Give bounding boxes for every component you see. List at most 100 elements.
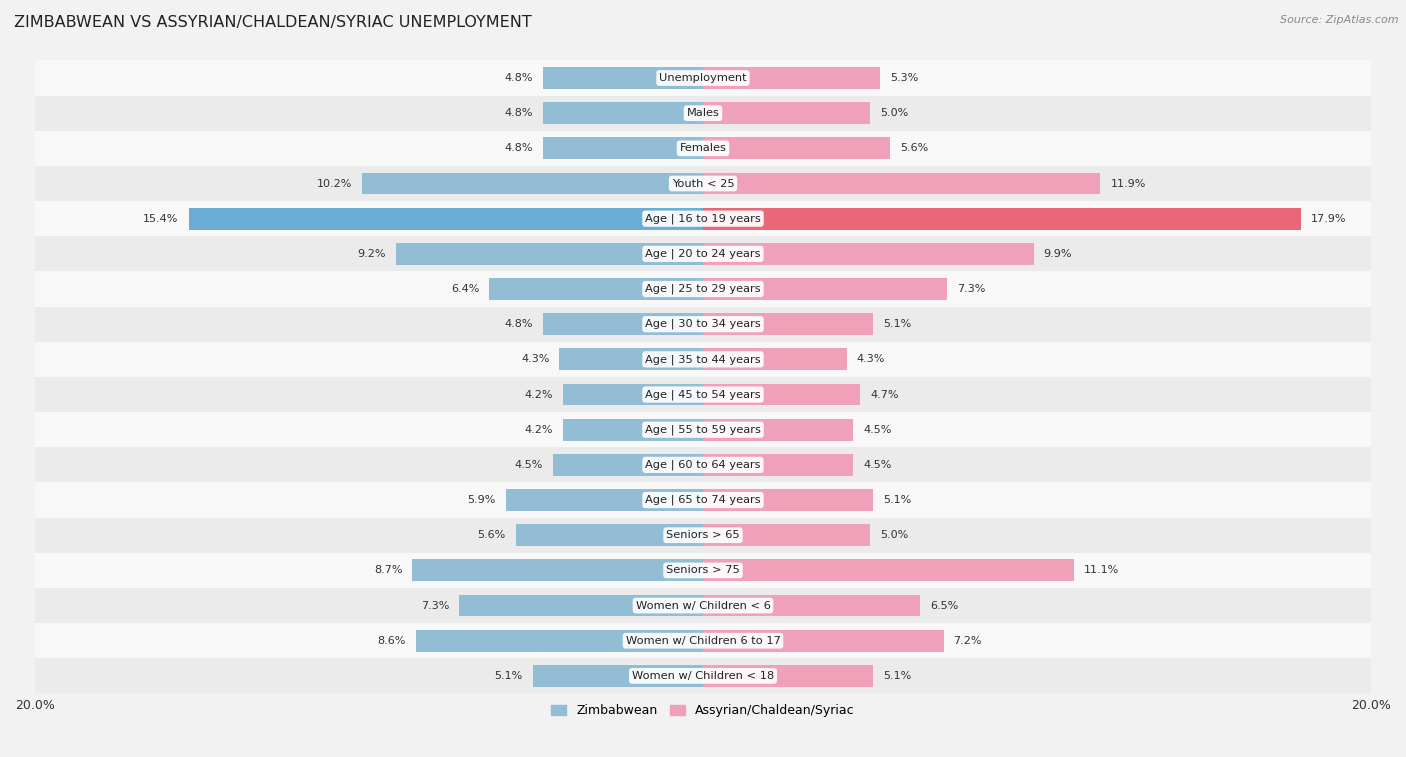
Bar [703,665,873,687]
Text: Seniors > 65: Seniors > 65 [666,530,740,540]
Bar [35,341,1371,377]
Text: 11.1%: 11.1% [1084,565,1119,575]
Bar [35,131,1371,166]
Bar [516,525,703,546]
Bar [560,348,703,370]
Bar [703,243,1033,265]
Bar [395,243,703,265]
Bar [35,201,1371,236]
Bar [703,138,890,159]
Bar [416,630,703,652]
Text: 4.8%: 4.8% [505,319,533,329]
Text: 8.7%: 8.7% [374,565,402,575]
Bar [703,595,920,616]
Bar [35,553,1371,588]
Bar [35,166,1371,201]
Text: 4.7%: 4.7% [870,390,898,400]
Text: Age | 55 to 59 years: Age | 55 to 59 years [645,425,761,435]
Text: Age | 30 to 34 years: Age | 30 to 34 years [645,319,761,329]
Bar [489,278,703,300]
Text: Age | 45 to 54 years: Age | 45 to 54 years [645,389,761,400]
Bar [543,67,703,89]
Bar [703,313,873,335]
Bar [703,278,946,300]
Text: 5.0%: 5.0% [880,108,908,118]
Bar [35,623,1371,659]
Text: 4.2%: 4.2% [524,425,553,435]
Text: 4.2%: 4.2% [524,390,553,400]
Bar [703,384,860,406]
Text: 5.3%: 5.3% [890,73,918,83]
Text: 5.6%: 5.6% [900,143,928,154]
Text: 5.0%: 5.0% [880,530,908,540]
Text: Seniors > 75: Seniors > 75 [666,565,740,575]
Text: 4.3%: 4.3% [856,354,884,364]
Text: ZIMBABWEAN VS ASSYRIAN/CHALDEAN/SYRIAC UNEMPLOYMENT: ZIMBABWEAN VS ASSYRIAN/CHALDEAN/SYRIAC U… [14,15,531,30]
Bar [412,559,703,581]
Bar [703,419,853,441]
Text: Age | 20 to 24 years: Age | 20 to 24 years [645,248,761,259]
Bar [703,102,870,124]
Bar [703,454,853,476]
Text: 4.8%: 4.8% [505,143,533,154]
Text: 4.8%: 4.8% [505,73,533,83]
Bar [553,454,703,476]
Text: Age | 35 to 44 years: Age | 35 to 44 years [645,354,761,365]
Bar [35,377,1371,412]
Bar [703,348,846,370]
Text: Males: Males [686,108,720,118]
Bar [703,525,870,546]
Bar [35,307,1371,341]
Bar [35,236,1371,272]
Text: 4.5%: 4.5% [515,459,543,470]
Bar [562,384,703,406]
Text: Age | 60 to 64 years: Age | 60 to 64 years [645,459,761,470]
Bar [35,482,1371,518]
Text: 5.1%: 5.1% [495,671,523,681]
Bar [35,272,1371,307]
Text: 5.1%: 5.1% [883,319,911,329]
Text: Source: ZipAtlas.com: Source: ZipAtlas.com [1281,15,1399,25]
Text: 10.2%: 10.2% [316,179,353,188]
Text: 7.2%: 7.2% [953,636,981,646]
Text: 5.6%: 5.6% [478,530,506,540]
Bar [35,588,1371,623]
Bar [35,518,1371,553]
Text: 6.4%: 6.4% [451,284,479,294]
Text: Age | 65 to 74 years: Age | 65 to 74 years [645,495,761,505]
Text: 7.3%: 7.3% [420,600,449,611]
Text: 5.9%: 5.9% [468,495,496,505]
Bar [703,489,873,511]
Text: 5.1%: 5.1% [883,671,911,681]
Bar [35,412,1371,447]
Bar [363,173,703,195]
Bar [35,95,1371,131]
Text: Women w/ Children < 18: Women w/ Children < 18 [631,671,775,681]
Text: Youth < 25: Youth < 25 [672,179,734,188]
Bar [35,659,1371,693]
Text: Women w/ Children 6 to 17: Women w/ Children 6 to 17 [626,636,780,646]
Text: Women w/ Children < 6: Women w/ Children < 6 [636,600,770,611]
Text: 4.8%: 4.8% [505,108,533,118]
Bar [35,447,1371,482]
Bar [533,665,703,687]
Bar [703,173,1101,195]
Text: 4.5%: 4.5% [863,425,891,435]
Text: Age | 16 to 19 years: Age | 16 to 19 years [645,213,761,224]
Bar [460,595,703,616]
Text: 5.1%: 5.1% [883,495,911,505]
Bar [543,138,703,159]
Text: 4.3%: 4.3% [522,354,550,364]
Bar [543,102,703,124]
Legend: Zimbabwean, Assyrian/Chaldean/Syriac: Zimbabwean, Assyrian/Chaldean/Syriac [547,699,859,722]
Bar [703,207,1301,229]
Text: 4.5%: 4.5% [863,459,891,470]
Text: 7.3%: 7.3% [957,284,986,294]
Bar [562,419,703,441]
Text: 15.4%: 15.4% [143,213,179,223]
Bar [703,67,880,89]
Text: Unemployment: Unemployment [659,73,747,83]
Bar [543,313,703,335]
Text: 8.6%: 8.6% [377,636,406,646]
Bar [703,630,943,652]
